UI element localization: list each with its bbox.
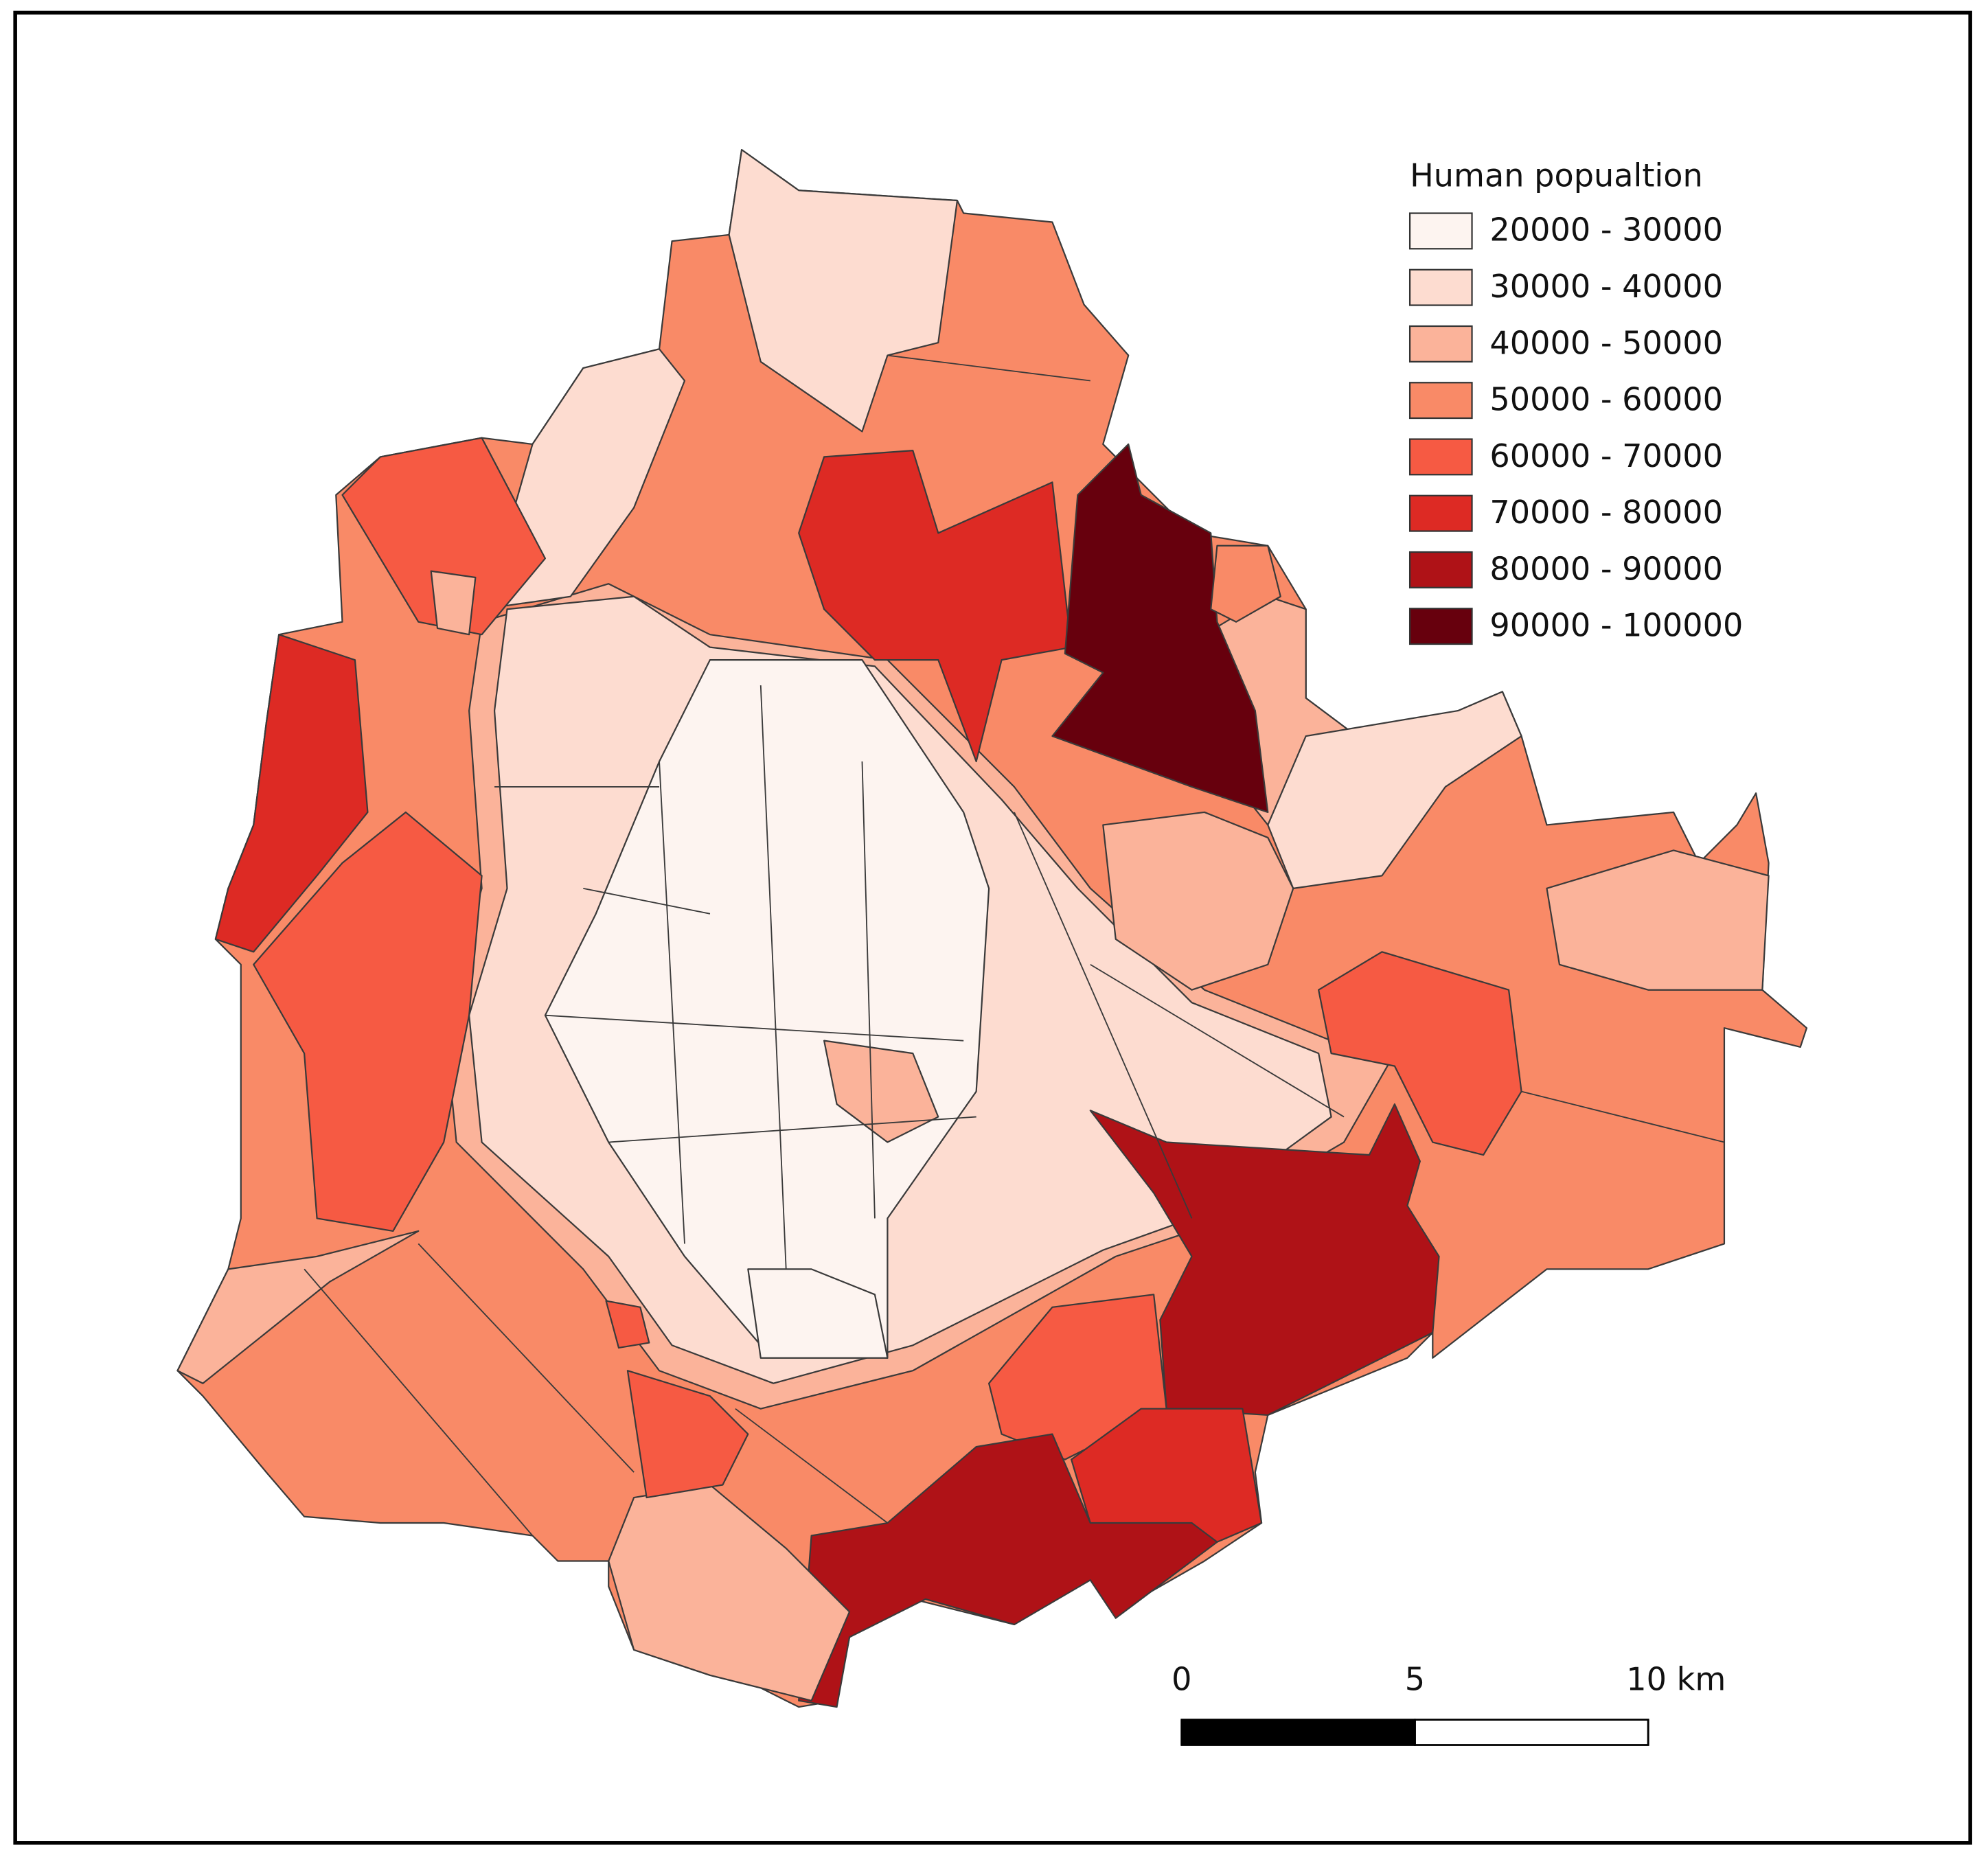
region (214, 634, 369, 953)
legend-title: Human popualtion (1410, 157, 1703, 194)
boundary (659, 761, 685, 1244)
legend-label: 60000 - 70000 (1489, 437, 1723, 474)
boundary (735, 1408, 888, 1524)
legend-label: 90000 - 100000 (1489, 606, 1743, 643)
legend-label: 30000 - 40000 (1489, 268, 1723, 305)
boundary (418, 1243, 635, 1473)
region (1210, 544, 1281, 623)
region (1051, 443, 1269, 814)
legend-swatch (1408, 382, 1473, 420)
scale-segment (1414, 1719, 1649, 1746)
legend-swatch (1408, 494, 1473, 532)
legend-swatch (1408, 212, 1473, 250)
boundary (1014, 812, 1193, 1219)
boundary (759, 685, 787, 1270)
region (430, 570, 477, 636)
region (728, 148, 959, 433)
legend-label: 80000 - 90000 (1489, 550, 1723, 587)
legend-label: 40000 - 50000 (1489, 324, 1723, 361)
boundary (583, 887, 711, 915)
region (798, 450, 1073, 763)
region (798, 1433, 1218, 1708)
legend: 20000 - 30000 30000 - 40000 40000 - 50000 5… (1408, 211, 1743, 645)
legend-swatch (1408, 438, 1473, 476)
scale-label: 5 (1405, 1661, 1425, 1698)
legend-swatch (1408, 551, 1473, 588)
region (1546, 849, 1770, 991)
boundary (545, 1014, 964, 1042)
boundary (1521, 1090, 1725, 1143)
legend-label: 20000 - 30000 (1489, 211, 1723, 249)
scale-bar: 0 5 10 km (1172, 1661, 1726, 1746)
boundary (304, 1268, 534, 1537)
region (823, 1040, 939, 1143)
region (253, 811, 483, 1232)
legend-swatch (1408, 325, 1473, 363)
boundary (887, 354, 1090, 382)
legend-label: 50000 - 60000 (1489, 380, 1723, 417)
boundary (608, 1116, 976, 1143)
region (176, 1230, 420, 1384)
scale-segment (1180, 1719, 1416, 1746)
region (341, 437, 547, 636)
region (1102, 811, 1294, 991)
boundary (1090, 963, 1345, 1118)
legend-swatch (1408, 268, 1473, 306)
region (605, 1300, 650, 1349)
region (1267, 691, 1522, 889)
district-boundaries (304, 354, 1725, 1537)
scale-label: 10 km (1626, 1661, 1726, 1698)
boundary (861, 761, 876, 1219)
region (1089, 1103, 1440, 1417)
scale-label: 0 (1172, 1661, 1191, 1698)
regions (176, 148, 1808, 1708)
region (747, 1268, 889, 1359)
legend-swatch (1408, 608, 1473, 645)
region (626, 1370, 749, 1499)
legend-label: 70000 - 80000 (1489, 494, 1723, 531)
region (1318, 951, 1522, 1156)
